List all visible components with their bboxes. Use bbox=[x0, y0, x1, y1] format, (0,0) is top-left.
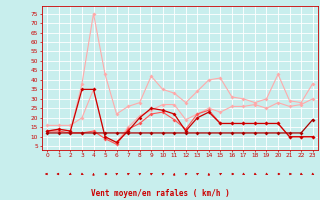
Text: Vent moyen/en rafales ( km/h ): Vent moyen/en rafales ( km/h ) bbox=[91, 189, 229, 198]
